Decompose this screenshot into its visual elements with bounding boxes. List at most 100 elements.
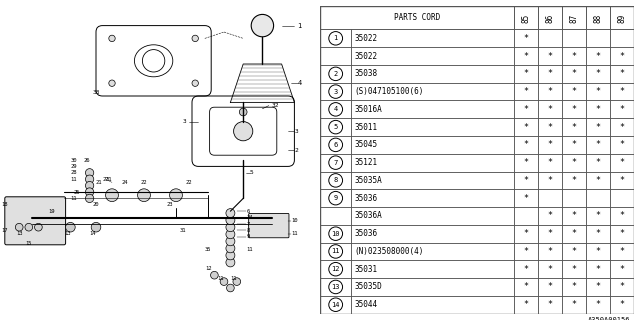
Circle shape — [226, 244, 235, 253]
Circle shape — [239, 108, 247, 116]
Text: 8: 8 — [333, 177, 338, 183]
Text: (N)023508000(4): (N)023508000(4) — [355, 247, 424, 256]
Text: *: * — [595, 212, 600, 220]
Text: 35035D: 35035D — [355, 283, 382, 292]
Text: 35045: 35045 — [355, 140, 378, 149]
Bar — [515, 100, 538, 118]
Text: *: * — [524, 300, 529, 309]
Text: *: * — [548, 87, 553, 96]
Text: *: * — [524, 52, 529, 60]
Circle shape — [226, 209, 235, 218]
Text: *: * — [572, 123, 577, 132]
Bar — [515, 136, 538, 154]
Text: *: * — [524, 87, 529, 96]
Text: 4: 4 — [333, 106, 338, 112]
Text: *: * — [572, 300, 577, 309]
Text: *: * — [572, 105, 577, 114]
Bar — [320, 225, 351, 243]
Bar — [320, 172, 351, 189]
Text: *: * — [524, 140, 529, 149]
Text: 1: 1 — [333, 35, 338, 41]
Bar — [538, 225, 562, 243]
Circle shape — [138, 189, 150, 202]
Bar — [320, 296, 351, 314]
Bar — [610, 118, 634, 136]
Bar — [320, 154, 351, 172]
Text: *: * — [619, 52, 624, 60]
Text: *: * — [572, 140, 577, 149]
Text: *: * — [524, 158, 529, 167]
Bar — [562, 225, 586, 243]
Bar — [320, 100, 351, 118]
Bar — [320, 29, 351, 47]
Bar — [562, 278, 586, 296]
Text: 28: 28 — [70, 170, 77, 175]
Text: 29: 29 — [70, 164, 77, 169]
Bar — [515, 260, 538, 278]
Text: 11: 11 — [230, 276, 237, 281]
Bar — [586, 260, 610, 278]
Text: 18: 18 — [2, 202, 8, 207]
Bar — [562, 65, 586, 83]
Bar — [320, 118, 351, 136]
Text: *: * — [595, 87, 600, 96]
Text: 13: 13 — [332, 284, 340, 290]
Circle shape — [211, 271, 218, 279]
Text: *: * — [595, 229, 600, 238]
Text: *: * — [619, 123, 624, 132]
Bar — [562, 296, 586, 314]
Text: *: * — [572, 247, 577, 256]
Bar — [351, 243, 515, 260]
Bar — [538, 278, 562, 296]
Text: *: * — [619, 247, 624, 256]
Text: *: * — [548, 265, 553, 274]
Text: *: * — [548, 158, 553, 167]
Bar — [586, 136, 610, 154]
Text: 20: 20 — [93, 202, 99, 207]
Text: 1: 1 — [298, 23, 302, 28]
Circle shape — [226, 251, 235, 260]
Text: 34: 34 — [246, 215, 253, 220]
Text: 31: 31 — [106, 177, 112, 182]
Text: *: * — [548, 247, 553, 256]
Bar — [610, 65, 634, 83]
Circle shape — [92, 222, 101, 232]
Text: 23: 23 — [166, 202, 173, 207]
Text: (S)047105100(6): (S)047105100(6) — [355, 87, 424, 96]
Bar — [586, 6, 610, 29]
Bar — [515, 207, 538, 225]
Bar — [562, 6, 586, 29]
Circle shape — [86, 169, 94, 177]
Bar — [610, 243, 634, 260]
Bar — [562, 189, 586, 207]
Circle shape — [86, 188, 94, 196]
Text: 35022: 35022 — [355, 34, 378, 43]
Text: 89: 89 — [617, 13, 626, 22]
Circle shape — [192, 35, 198, 42]
Text: *: * — [619, 69, 624, 78]
Text: *: * — [548, 105, 553, 114]
Bar — [351, 296, 515, 314]
Text: 22: 22 — [186, 180, 192, 185]
Text: 5: 5 — [333, 124, 338, 130]
Text: 87: 87 — [570, 13, 579, 22]
Text: *: * — [619, 283, 624, 292]
Circle shape — [86, 194, 94, 203]
Text: 9: 9 — [246, 234, 250, 239]
Bar — [562, 118, 586, 136]
Bar — [538, 100, 562, 118]
Text: *: * — [572, 265, 577, 274]
Text: *: * — [548, 69, 553, 78]
Bar — [586, 29, 610, 47]
Bar — [515, 296, 538, 314]
Bar — [538, 260, 562, 278]
Text: *: * — [595, 69, 600, 78]
Text: A350A00156: A350A00156 — [588, 317, 630, 320]
Text: *: * — [595, 300, 600, 309]
Bar — [351, 65, 515, 83]
Text: *: * — [548, 212, 553, 220]
Text: 35031: 35031 — [355, 265, 378, 274]
Text: 35036: 35036 — [355, 229, 378, 238]
Text: 22: 22 — [141, 180, 147, 185]
Circle shape — [106, 189, 118, 202]
